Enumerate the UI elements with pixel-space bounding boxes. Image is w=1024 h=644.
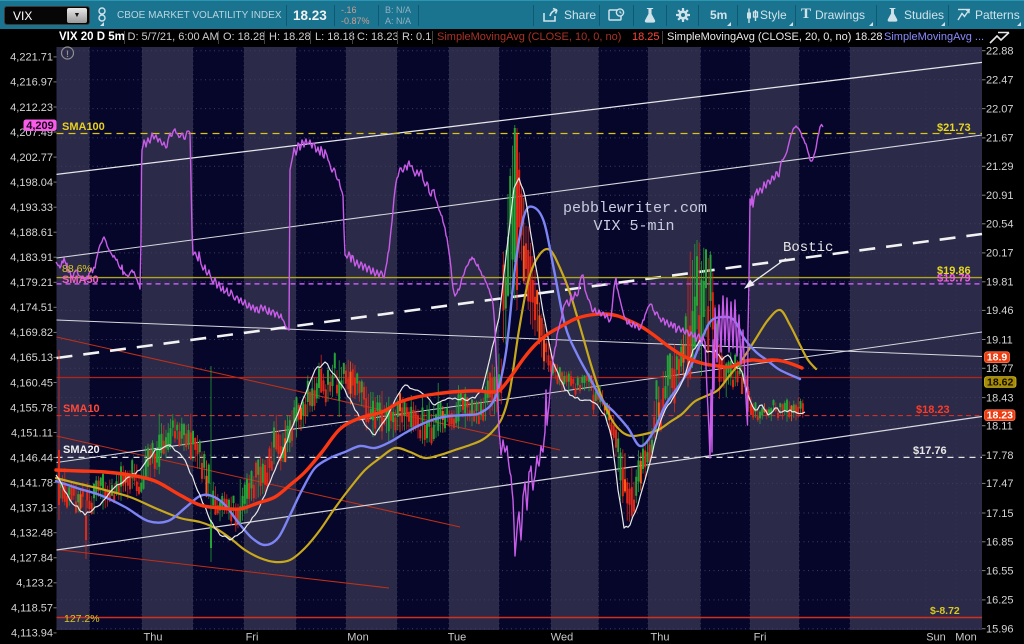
svg-text:4,160.45: 4,160.45 (10, 377, 53, 389)
svg-text:$21.73: $21.73 (937, 122, 971, 134)
svg-text:18.11: 18.11 (986, 421, 1013, 433)
svg-text:Mon: Mon (347, 632, 368, 644)
svg-text:Thu: Thu (651, 632, 670, 644)
svg-text:17.47: 17.47 (986, 478, 1014, 490)
svg-text:Tue: Tue (448, 632, 467, 644)
svg-text:SMA100: SMA100 (62, 121, 105, 133)
svg-text:$19.79: $19.79 (937, 273, 971, 285)
svg-text:!: ! (66, 49, 69, 59)
svg-text:4,127.84: 4,127.84 (10, 553, 53, 565)
svg-text:Bostic: Bostic (783, 240, 833, 256)
svg-text:18.43: 18.43 (986, 392, 1014, 404)
svg-text:22.47: 22.47 (986, 75, 1014, 87)
svg-text:Fri: Fri (754, 632, 767, 644)
svg-text:88.6%: 88.6% (62, 263, 92, 275)
svg-text:$18.23: $18.23 (916, 404, 950, 416)
svg-text:4,118.57: 4,118.57 (11, 603, 53, 615)
svg-text:SMA10: SMA10 (63, 403, 100, 415)
svg-text:20.91: 20.91 (986, 190, 1014, 202)
svg-text:4,216.97: 4,216.97 (10, 77, 53, 89)
svg-text:4,183.91: 4,183.91 (10, 252, 53, 264)
svg-text:18.77: 18.77 (986, 363, 1014, 375)
svg-text:22.07: 22.07 (986, 103, 1014, 115)
svg-text:4,188.61: 4,188.61 (10, 227, 53, 239)
svg-text:16.25: 16.25 (986, 595, 1014, 607)
svg-text:19.81: 19.81 (986, 277, 1014, 289)
svg-text:4,137.13: 4,137.13 (10, 503, 53, 515)
svg-text:4,209: 4,209 (26, 120, 54, 132)
svg-text:Wed: Wed (551, 632, 573, 644)
svg-text:15.96: 15.96 (986, 624, 1014, 636)
svg-text:$-8.72: $-8.72 (930, 605, 960, 617)
svg-text:SMA50: SMA50 (62, 274, 99, 286)
svg-text:4,123.2: 4,123.2 (16, 578, 53, 590)
svg-text:Sun: Sun (926, 632, 946, 644)
svg-text:4,165.13: 4,165.13 (10, 352, 53, 364)
svg-text:18.9: 18.9 (987, 352, 1008, 364)
svg-text:16.55: 16.55 (986, 565, 1014, 577)
svg-text:4,202.77: 4,202.77 (10, 152, 53, 164)
svg-text:19.46: 19.46 (986, 305, 1014, 317)
svg-text:4,193.33: 4,193.33 (10, 202, 53, 214)
svg-text:SMA20: SMA20 (63, 444, 100, 456)
svg-text:4,174.51: 4,174.51 (10, 302, 53, 314)
svg-text:4,141.78: 4,141.78 (10, 477, 53, 489)
svg-text:4,146.44: 4,146.44 (10, 452, 53, 464)
svg-text:$19.86: $19.86 (937, 265, 971, 277)
svg-text:21.67: 21.67 (986, 133, 1014, 145)
svg-text:4,132.48: 4,132.48 (10, 528, 53, 540)
svg-text:19.11: 19.11 (986, 334, 1013, 346)
svg-text:$17.76: $17.76 (913, 445, 947, 457)
svg-text:Fri: Fri (246, 632, 259, 644)
svg-text:20.54: 20.54 (986, 219, 1014, 231)
svg-text:16.85: 16.85 (986, 537, 1014, 549)
svg-text:17.15: 17.15 (986, 508, 1014, 520)
svg-text:4,198.04: 4,198.04 (10, 177, 53, 189)
svg-text:Thu: Thu (144, 632, 163, 644)
svg-text:4,212.23: 4,212.23 (10, 102, 53, 114)
svg-text:pebblewriter.com: pebblewriter.com (563, 200, 707, 217)
svg-text:4,155.78: 4,155.78 (10, 402, 53, 414)
svg-text:Mon: Mon (955, 632, 976, 644)
svg-text:4,221.71: 4,221.71 (10, 52, 53, 64)
svg-text:127.2%: 127.2% (64, 613, 100, 625)
svg-text:VIX 5-min: VIX 5-min (593, 218, 674, 235)
svg-text:17.78: 17.78 (986, 450, 1014, 462)
svg-text:4,169.82: 4,169.82 (10, 327, 53, 339)
svg-text:18.23: 18.23 (987, 410, 1013, 422)
svg-text:18.62: 18.62 (987, 376, 1013, 388)
svg-text:20.17: 20.17 (986, 248, 1014, 260)
svg-text:22.88: 22.88 (986, 46, 1014, 58)
svg-text:4,151.11: 4,151.11 (11, 427, 53, 439)
svg-text:4,179.21: 4,179.21 (10, 277, 53, 289)
svg-text:4,113.94: 4,113.94 (11, 628, 53, 640)
svg-text:21.29: 21.29 (986, 161, 1014, 173)
